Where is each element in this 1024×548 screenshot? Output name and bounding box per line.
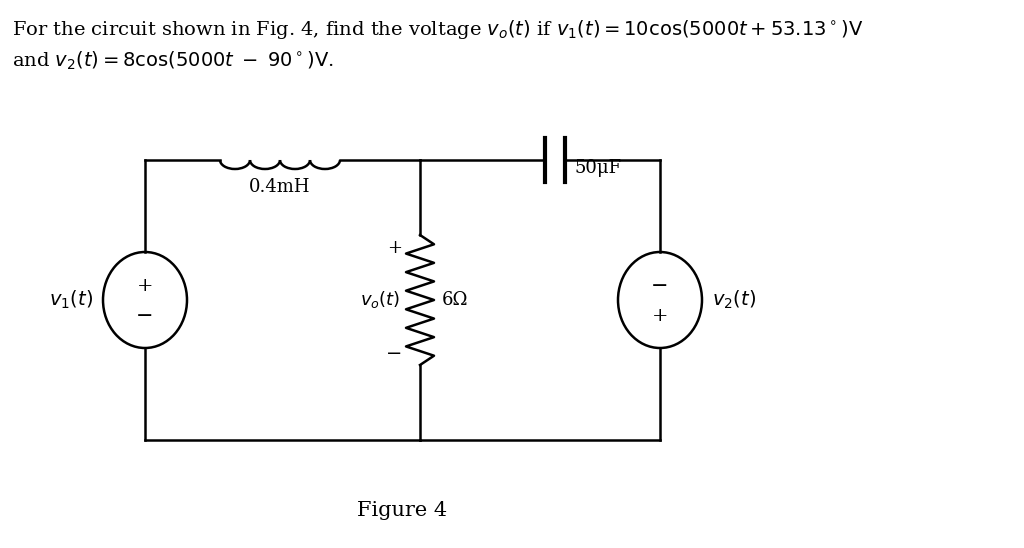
- Text: Figure 4: Figure 4: [357, 500, 447, 520]
- Text: 50μF: 50μF: [575, 159, 623, 177]
- Text: +: +: [137, 277, 154, 295]
- Text: 6Ω: 6Ω: [442, 291, 469, 309]
- Text: −: −: [651, 277, 669, 295]
- Text: and $v_2(t) = 8\cos(5000t\;-\;90^\circ)\mathrm{V}$.: and $v_2(t) = 8\cos(5000t\;-\;90^\circ)\…: [12, 50, 334, 72]
- Text: $v_1(t)$: $v_1(t)$: [49, 289, 93, 311]
- Text: $v_2(t)$: $v_2(t)$: [712, 289, 756, 311]
- Text: +: +: [651, 307, 669, 325]
- Text: 0.4mH: 0.4mH: [249, 178, 310, 196]
- Text: For the circuit shown in Fig. 4, find the voltage $v_o(t)$ if $v_1(t) = 10\cos(5: For the circuit shown in Fig. 4, find th…: [12, 18, 863, 41]
- Text: −: −: [386, 345, 402, 363]
- Text: +: +: [387, 239, 402, 257]
- Text: −: −: [136, 306, 154, 326]
- Text: $v_o(t)$: $v_o(t)$: [359, 289, 400, 311]
